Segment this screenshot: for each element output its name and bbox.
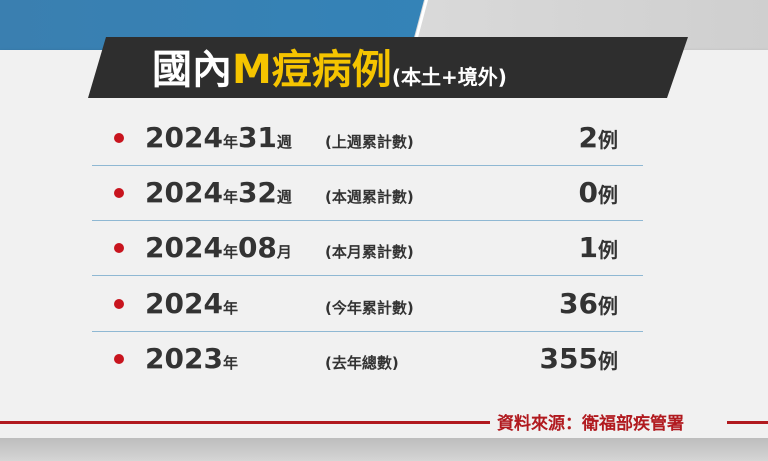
content-panel (0, 50, 768, 438)
row-value: 1例 (579, 231, 618, 264)
case-count: 0 (578, 176, 598, 209)
period-number-unit: 月 (276, 243, 292, 261)
period-number-unit: 週 (276, 188, 292, 206)
title-part1: 國內 (152, 47, 232, 93)
row-divider (92, 220, 643, 221)
period-year: 2024 (145, 176, 223, 209)
source-note: 資料來源：衛福部疾管署 (497, 414, 684, 434)
period-number: 08 (237, 231, 277, 264)
title-part2: M痘病例 (232, 47, 392, 93)
bullet-icon (114, 299, 124, 309)
table-row: 2024年31週 (上週累計數) 2例 (92, 111, 643, 166)
row-value: 36例 (559, 287, 618, 320)
row-note: (本月累計數) (325, 243, 414, 261)
table-row: 2024年08月 (本月累計數) 1例 (92, 221, 643, 276)
case-unit: 例 (598, 238, 618, 262)
row-period: 2024年32週 (145, 176, 292, 209)
period-number: 32 (237, 176, 277, 209)
page-title: 國內 M痘病例 (本土+境外) (152, 44, 507, 94)
row-period: 2023年 (145, 342, 238, 375)
row-value: 2例 (579, 121, 618, 154)
row-period: 2024年31週 (145, 121, 292, 154)
period-year: 2024 (145, 231, 223, 264)
row-value: 355例 (540, 342, 618, 375)
period-number: 31 (237, 121, 277, 154)
case-unit: 例 (598, 128, 618, 152)
period-number-unit: 週 (276, 133, 292, 151)
table-row: 2023年 (去年總數) 355例 (92, 332, 643, 387)
row-note: (本週累計數) (325, 188, 414, 206)
source-line-left (0, 421, 490, 424)
row-divider (92, 331, 643, 332)
case-count: 355 (539, 342, 598, 375)
period-unit: 年 (222, 188, 238, 206)
table-row: 2024年32週 (本週累計數) 0例 (92, 166, 643, 221)
case-count: 1 (578, 231, 598, 264)
period-year: 2023 (145, 342, 223, 375)
case-count: 2 (578, 121, 598, 154)
row-divider (92, 165, 643, 166)
period-year: 2024 (145, 121, 223, 154)
period-unit: 年 (222, 354, 238, 372)
case-unit: 例 (598, 349, 618, 373)
bullet-icon (114, 188, 124, 198)
title-part3: (本土+境外) (391, 65, 507, 89)
case-unit: 例 (598, 183, 618, 207)
bullet-icon (114, 133, 124, 143)
case-unit: 例 (598, 294, 618, 318)
row-value: 0例 (579, 176, 618, 209)
bullet-icon (114, 243, 124, 253)
period-year: 2024 (145, 287, 223, 320)
row-period: 2024年08月 (145, 231, 292, 264)
row-note: (上週累計數) (325, 133, 414, 151)
row-note: (今年累計數) (325, 299, 414, 317)
case-count: 36 (559, 287, 598, 320)
bottom-strip (0, 438, 768, 461)
source-line-right (727, 421, 768, 424)
table-row: 2024年 (今年累計數) 36例 (92, 277, 643, 332)
period-unit: 年 (222, 133, 238, 151)
period-unit: 年 (222, 243, 238, 261)
period-unit: 年 (222, 299, 238, 317)
row-divider (92, 275, 643, 276)
bullet-icon (114, 354, 124, 364)
title-bar (88, 37, 688, 98)
row-period: 2024年 (145, 287, 238, 320)
row-note: (去年總數) (325, 354, 399, 372)
